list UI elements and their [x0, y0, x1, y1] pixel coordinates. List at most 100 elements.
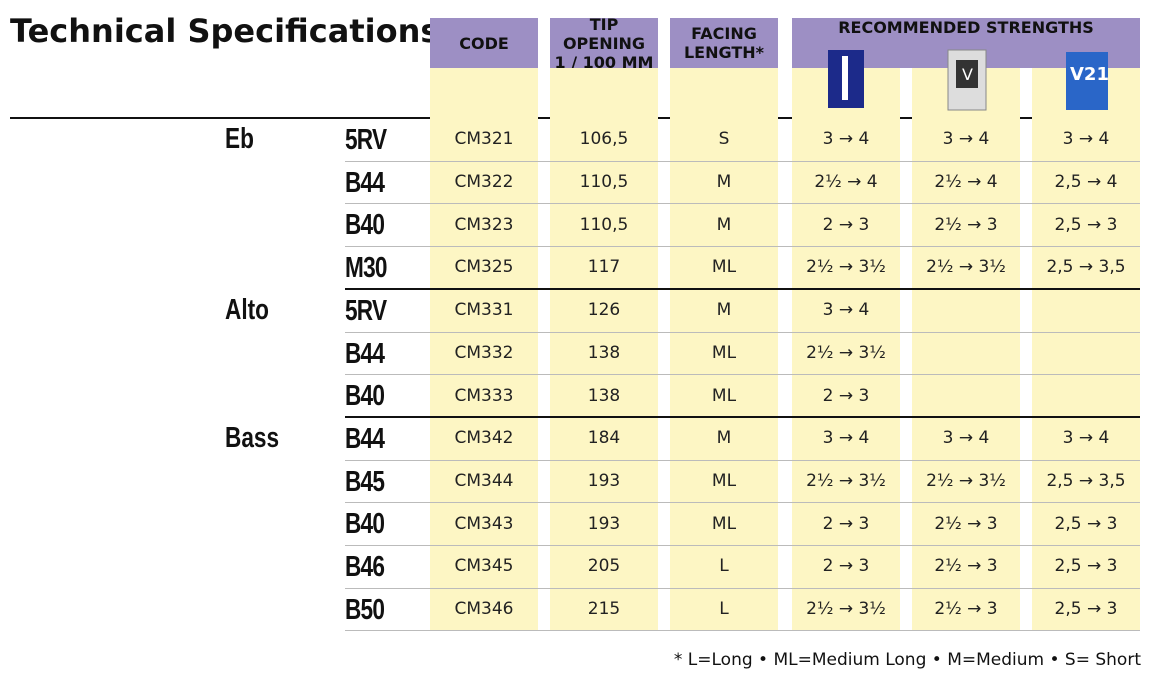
strength: 2,5 → 3,5 [1046, 257, 1126, 278]
cell-text: CM342 [454, 428, 514, 449]
svg-text:V: V [962, 65, 973, 84]
cell-text: 117 [587, 257, 621, 278]
cell-text: ML [711, 342, 737, 363]
model-name: 5RV [345, 294, 387, 327]
strength: 2 → 3 [822, 513, 870, 534]
strength: 2 → 3 [822, 214, 870, 235]
reed-boxes: V V21 [828, 49, 1109, 111]
cell-text: CM333 [454, 385, 514, 406]
column-header: FACING LENGTH* [670, 18, 778, 68]
strength: 2½ → 4 [814, 172, 878, 193]
strength: 3 → 4 [1062, 129, 1110, 150]
strength: 2½ → 3½ [806, 470, 886, 491]
strength: 3 → 4 [822, 428, 870, 449]
model-name: B46 [345, 551, 385, 583]
strength: 2,5 → 4 [1054, 172, 1118, 193]
cell-text: CM343 [454, 513, 514, 534]
row-rule [345, 331, 1140, 333]
strength: 2,5 → 3 [1054, 513, 1118, 534]
strength: 2 → 3 [822, 385, 870, 406]
strength: 2,5 → 3 [1054, 214, 1118, 235]
strength: 3 → 4 [942, 428, 990, 449]
cell-column [670, 68, 778, 631]
row-rule [345, 160, 1140, 162]
reed-box [828, 50, 864, 108]
cell-column [430, 68, 538, 631]
strength: 2½ → 3 [934, 513, 998, 534]
row-rule [345, 502, 1140, 504]
model-name: M30 [345, 252, 387, 285]
cell-text: 138 [587, 342, 621, 363]
strength: 2½ → 4 [934, 172, 998, 193]
strength: 2,5 → 3 [1054, 556, 1118, 577]
cell-text: CM346 [454, 599, 514, 620]
cell-text: CM322 [454, 172, 514, 193]
strength: 2,5 → 3 [1054, 599, 1118, 620]
group-name: Eb [225, 123, 254, 155]
model-name: B40 [345, 380, 385, 413]
cell-text: ML [711, 513, 737, 534]
row-rule [345, 545, 1140, 546]
model-name: B40 [345, 508, 385, 541]
column-header: TIP OPENING 1 / 100 MM [550, 15, 658, 72]
row-rule [345, 459, 1140, 461]
row-rule [345, 374, 1140, 376]
cell-text: L [719, 599, 729, 620]
model-name: B45 [345, 465, 385, 498]
cell-text: S [718, 129, 730, 150]
footnote: * L=Long • ML=Medium Long • M=Medium • S… [673, 650, 1141, 670]
cell-text: ML [711, 385, 737, 406]
cell-text: CM345 [454, 556, 514, 577]
group-rule [345, 287, 1140, 290]
cell-text: CM332 [454, 342, 514, 363]
group-name: Alto [225, 293, 269, 326]
cell-text: 184 [587, 428, 621, 449]
strength: 2 → 3 [822, 556, 870, 577]
cell-text: 215 [587, 599, 621, 620]
cell-text: ML [711, 257, 737, 278]
cell-text: 106,5 [579, 129, 629, 150]
model-name: B40 [345, 209, 385, 242]
strength: 2½ → 3 [934, 599, 998, 620]
cell-column [912, 68, 1020, 631]
cell-text: 193 [587, 470, 621, 491]
row-rule [345, 630, 1140, 632]
group-rule [345, 415, 1140, 418]
cell-text: 138 [587, 385, 621, 406]
group-name: Bass [225, 421, 280, 454]
model-name: 5RV [345, 124, 387, 156]
cell-text: 205 [587, 556, 621, 577]
cell-text: CM323 [454, 214, 514, 235]
cell-text: M [716, 428, 732, 449]
strength: 2,5 → 3,5 [1046, 470, 1126, 491]
model-name: B44 [345, 337, 385, 370]
column-header: CODE [430, 18, 538, 68]
reed-box: V [947, 49, 987, 111]
strength: 3 → 4 [822, 300, 870, 321]
column-header: RECOMMENDED STRENGTHS [792, 18, 1140, 50]
svg-text:V21: V21 [1070, 64, 1109, 85]
cell-text: CM331 [454, 300, 514, 321]
cell-column [792, 68, 900, 631]
row-rule [345, 587, 1140, 589]
strength: 2½ → 3½ [926, 257, 1006, 278]
cell-column [1032, 68, 1140, 631]
cell-text: L [719, 556, 729, 577]
cell-text: CM344 [454, 470, 514, 491]
title: Technical Specifications [10, 12, 440, 50]
strength: 3 → 4 [1062, 428, 1110, 449]
model-name: B50 [345, 593, 385, 626]
model-name: B44 [345, 166, 385, 199]
cell-text: CM325 [454, 257, 514, 278]
model-name: B44 [345, 422, 385, 455]
cell-text: M [716, 172, 732, 193]
cell-text: 193 [587, 513, 621, 534]
cell-text: M [716, 214, 732, 235]
cell-column [550, 68, 658, 631]
strength: 3 → 4 [942, 129, 990, 150]
strength: 2½ → 3½ [806, 599, 886, 620]
strength: 2½ → 3½ [806, 257, 886, 278]
cell-text: ML [711, 470, 737, 491]
strength: 2½ → 3½ [806, 342, 886, 363]
strength: 2½ → 3 [934, 214, 998, 235]
